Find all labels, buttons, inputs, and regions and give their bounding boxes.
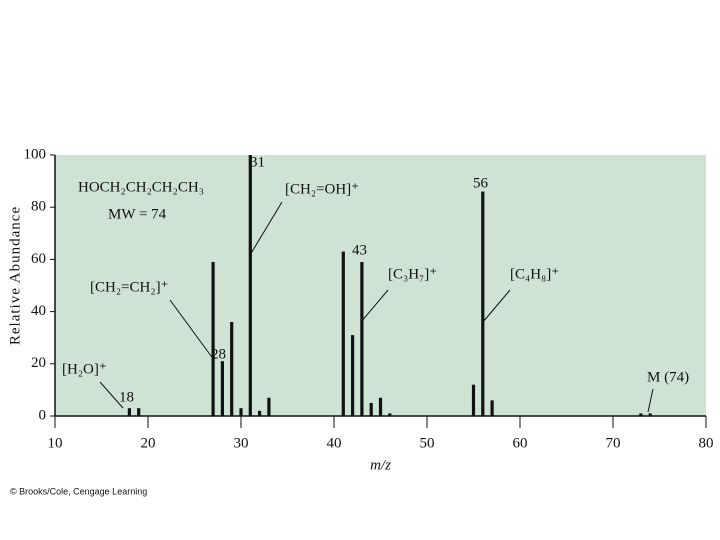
y-tick-label: 60 — [31, 251, 46, 267]
peak-label: 43 — [352, 242, 367, 258]
peak — [388, 413, 392, 416]
annotation: [CH₂=CH₂]⁺ — [90, 279, 169, 295]
peak — [239, 408, 243, 416]
peak-label: 18 — [119, 389, 134, 405]
y-tick-label: 20 — [31, 355, 46, 371]
peak — [248, 155, 252, 416]
peak — [360, 262, 364, 416]
leader-line — [99, 381, 124, 409]
credit: © Brooks/Cole, Cengage Learning — [10, 486, 147, 496]
peak — [341, 251, 345, 416]
peak — [471, 384, 476, 416]
peak-label: 56 — [473, 175, 489, 191]
peak-label: 31 — [250, 154, 265, 170]
peak — [648, 413, 652, 416]
plot-area — [55, 155, 706, 416]
peak — [211, 262, 215, 416]
annotation: [H₂O]⁺ — [62, 361, 107, 377]
peak — [490, 400, 494, 416]
annotation: [C₃H₇]⁺ — [388, 266, 437, 282]
x-axis-label: m/z — [370, 457, 391, 473]
annotation: HOCH₂CH₂CH₂CH₃ — [78, 179, 204, 195]
peak — [127, 408, 131, 416]
y-axis-label: Relative Abundance — [7, 206, 23, 345]
peak — [230, 322, 234, 416]
peak — [481, 191, 485, 416]
leader-line — [169, 299, 215, 361]
x-tick-label: 80 — [699, 435, 714, 451]
x-tick-label: 70 — [606, 435, 621, 451]
x-tick-label: 20 — [141, 435, 156, 451]
y-tick-label: 0 — [39, 407, 47, 423]
leader-line — [482, 289, 511, 323]
peak — [639, 413, 643, 416]
peak — [258, 410, 262, 416]
annotation: [C₄H₈]⁺ — [510, 266, 559, 282]
annotation: M (74) — [647, 369, 689, 385]
leader-line — [647, 388, 654, 413]
peak — [137, 408, 141, 416]
peak-label: 28 — [211, 346, 226, 362]
y-tick-label: 40 — [31, 303, 46, 319]
peak — [267, 397, 271, 416]
x-tick-label: 60 — [513, 435, 528, 451]
y-tick-label: 100 — [24, 146, 47, 162]
x-tick-label: 40 — [327, 435, 342, 451]
peak — [378, 397, 383, 416]
x-tick-label: 30 — [234, 435, 249, 451]
leader-line — [249, 201, 283, 256]
peak — [351, 335, 355, 416]
peak — [369, 402, 373, 416]
x-tick-label: 10 — [48, 435, 63, 451]
leader-line — [360, 289, 389, 323]
annotation: MW = 74 — [108, 206, 167, 222]
annotation: [CH₂=OH]⁺ — [285, 181, 359, 197]
peak — [220, 361, 224, 416]
y-tick-label: 80 — [31, 199, 46, 215]
x-tick-label: 50 — [420, 435, 435, 451]
